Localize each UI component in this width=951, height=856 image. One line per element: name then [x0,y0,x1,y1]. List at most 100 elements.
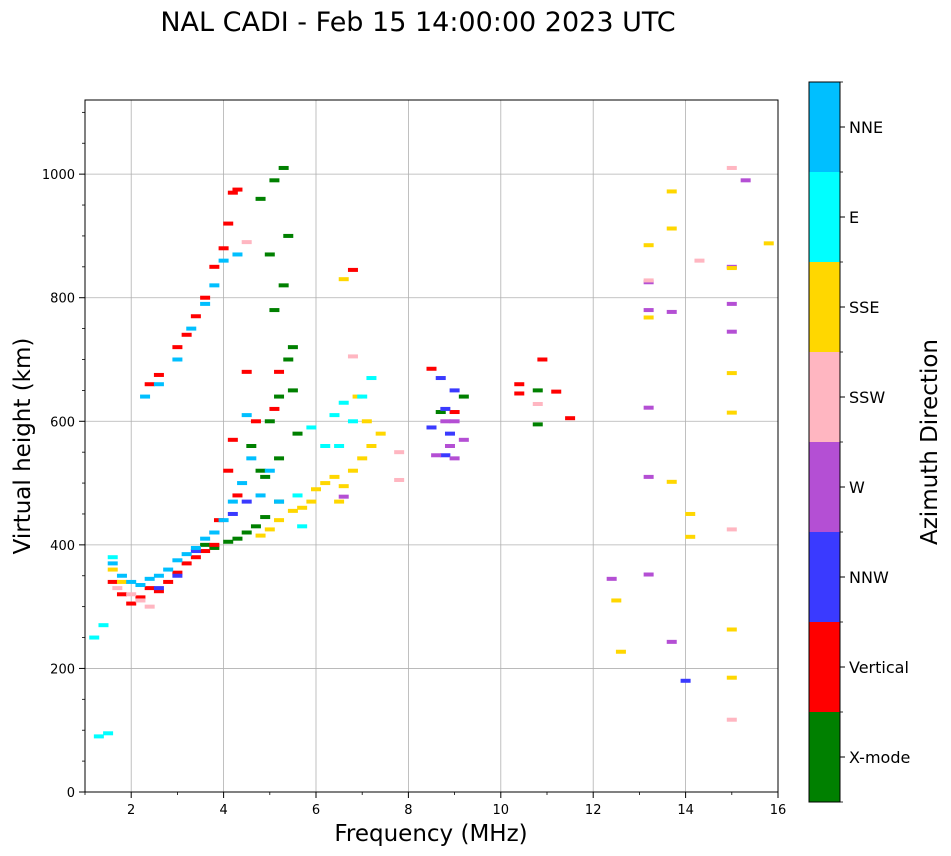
x-axis-label: Frequency (MHz) [334,821,527,847]
data-point-nne [264,468,275,473]
data-point-w [449,456,460,461]
data-point-w [726,301,737,306]
data-point-e [357,394,368,399]
x-axis: 2 4 6 8 10 12 14 16 [84,792,786,818]
data-point-sse [320,481,331,486]
data-point-w [338,494,349,499]
colorbar-swatch [809,82,840,172]
data-point-nnw [241,499,252,504]
data-point-e [297,524,308,529]
data-point-x-mode [532,388,543,393]
y-tick-label: 600 [50,415,75,430]
colorbar-tick-label: NNW [849,568,889,587]
data-point-sse [726,371,737,376]
data-point-vertical [116,592,127,597]
data-point-sse [685,534,696,539]
data-point-nne [172,357,183,362]
data-point-w [444,444,455,448]
data-point-ssw [726,527,737,532]
data-point-vertical [250,419,261,424]
data-point-w [666,639,677,644]
data-point-sse [347,468,358,473]
data-point-sse [334,499,345,504]
data-point-x-mode [274,456,285,461]
data-point-vertical [274,369,285,374]
data-point-w [726,329,737,334]
data-point-sse [116,579,127,584]
data-point-vertical [172,345,183,350]
colorbar-legend: X-mode Vertical NNW W SSW SSE E NNE [808,81,910,803]
data-point-ssw [347,354,358,359]
data-point-x-mode [278,165,289,170]
data-point-ssw [241,240,252,245]
data-point-x-mode [532,422,543,427]
data-point-ssw [726,717,737,722]
data-point-x-mode [260,515,271,520]
colorbar-tick-label: SSE [849,298,879,317]
colorbar-tick-label: W [849,478,865,497]
data-point-vertical [426,366,437,371]
data-point-x-mode [246,444,257,448]
data-point-x-mode [264,419,275,424]
data-point-nne [209,283,220,288]
data-point-nne [218,258,229,263]
data-point-e [292,493,303,498]
data-point-x-mode [435,410,446,415]
data-point-sse [666,226,677,231]
data-point-nne [107,561,118,566]
data-point-x-mode [287,388,298,393]
data-point-vertical [135,595,146,600]
data-point-x-mode [232,536,243,541]
data-point-x-mode [292,431,303,436]
data-point-sse [107,567,118,572]
data-point-nne [246,456,257,461]
data-point-vertical [209,542,220,547]
data-point-vertical [449,410,460,415]
data-point-nnw [153,586,164,591]
data-point-vertical [172,570,183,575]
colorbar-tick-label: E [849,208,859,227]
colorbar-swatch [809,712,840,802]
data-point-sse [297,505,308,510]
data-point-vertical [227,437,238,442]
data-point-w [606,576,617,581]
colorbar-swatch [809,442,840,532]
colorbar-swatch [809,172,840,262]
data-point-ssw [394,450,405,455]
data-point-x-mode [250,524,261,529]
data-point-w [643,405,654,410]
data-point-nne [135,583,146,588]
data-point-w [740,178,751,183]
data-point-nne [116,573,127,578]
x-tick-label: 4 [219,803,227,818]
data-point-nne [237,481,248,486]
data-point-sse [311,487,321,492]
data-point-nne [153,573,164,578]
data-point-vertical [181,561,192,566]
data-point-x-mode [278,283,289,288]
data-point-sse [726,410,737,415]
data-point-sse [611,598,622,603]
data-point-nne [186,326,197,331]
data-point-vertical [223,468,234,473]
data-point-ssw [144,604,155,609]
data-point-x-mode [264,252,275,257]
data-point-ssw [126,592,137,597]
y-tick-label: 800 [50,292,75,307]
data-point-ssw [532,401,543,406]
data-point-x-mode [255,196,266,201]
data-point-nnw [444,431,455,436]
data-point-vertical [153,589,164,594]
data-point-ssw [394,477,405,482]
data-point-sse [264,527,275,532]
data-point-nne [227,499,238,504]
data-point-w [643,474,654,479]
colorbar-swatch [809,262,840,352]
data-point-vertical [107,579,118,584]
data-point-x-mode [287,345,298,350]
data-point-e [89,635,100,640]
plot-frame [84,99,779,793]
x-tick-label: 10 [493,803,510,818]
x-tick-label: 14 [677,803,694,818]
data-point-nnw [435,376,446,381]
